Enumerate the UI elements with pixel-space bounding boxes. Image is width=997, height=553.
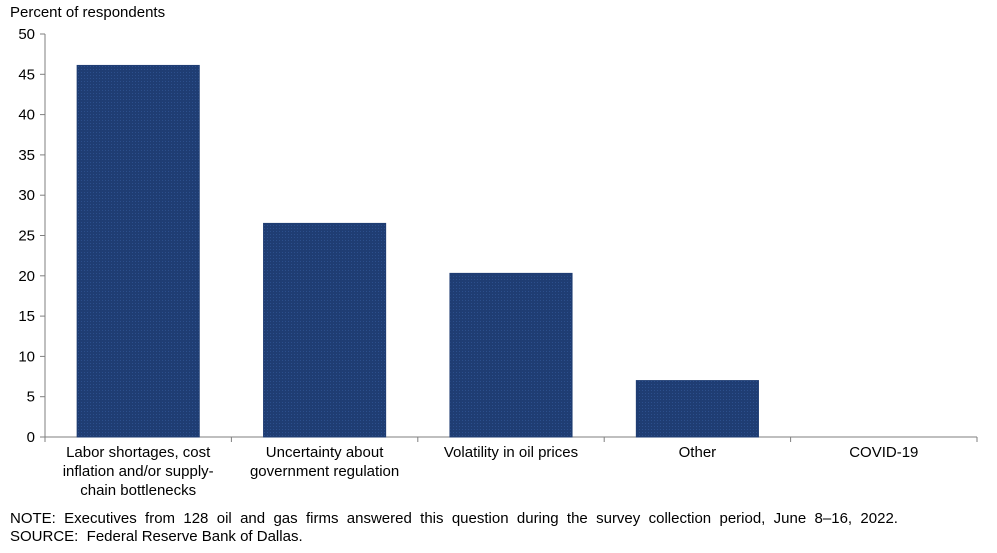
bar [263, 222, 387, 438]
bar [449, 272, 573, 438]
x-tick-label: Other [679, 444, 717, 461]
y-tick-label: 15 [18, 308, 35, 325]
y-tick-label: 45 [18, 66, 35, 83]
x-tick-label: Labor shortages, cost inflation and/or su… [63, 444, 214, 499]
x-tick-label: Uncertainty about government regulation [250, 444, 399, 480]
y-tick-label: 10 [18, 348, 35, 365]
note-text: NOTE: Executives from 128 oil and gas fi… [10, 510, 898, 527]
y-tick-label: 0 [27, 429, 35, 446]
y-axis-label: Percent of respondents [10, 4, 166, 21]
x-tick-label: COVID-19 [849, 444, 918, 461]
y-tick-label: 35 [18, 147, 35, 164]
y-tick-label: 50 [18, 26, 35, 43]
x-tick-label: Volatility in oil prices [444, 444, 578, 461]
y-tick-label: 20 [18, 268, 35, 285]
source-text: SOURCE: Federal Reserve Bank of Dallas. [10, 528, 303, 545]
y-tick-label: 30 [18, 187, 35, 204]
y-tick-label: 5 [27, 389, 35, 406]
y-tick-label: 40 [18, 107, 35, 124]
y-tick-label: 25 [18, 228, 35, 245]
bar-chart: 0 5 10 15 20 25 30 35 40 45 50 Labor shortages, co… [18, 26, 978, 499]
bar [635, 380, 759, 438]
bar [76, 64, 200, 438]
